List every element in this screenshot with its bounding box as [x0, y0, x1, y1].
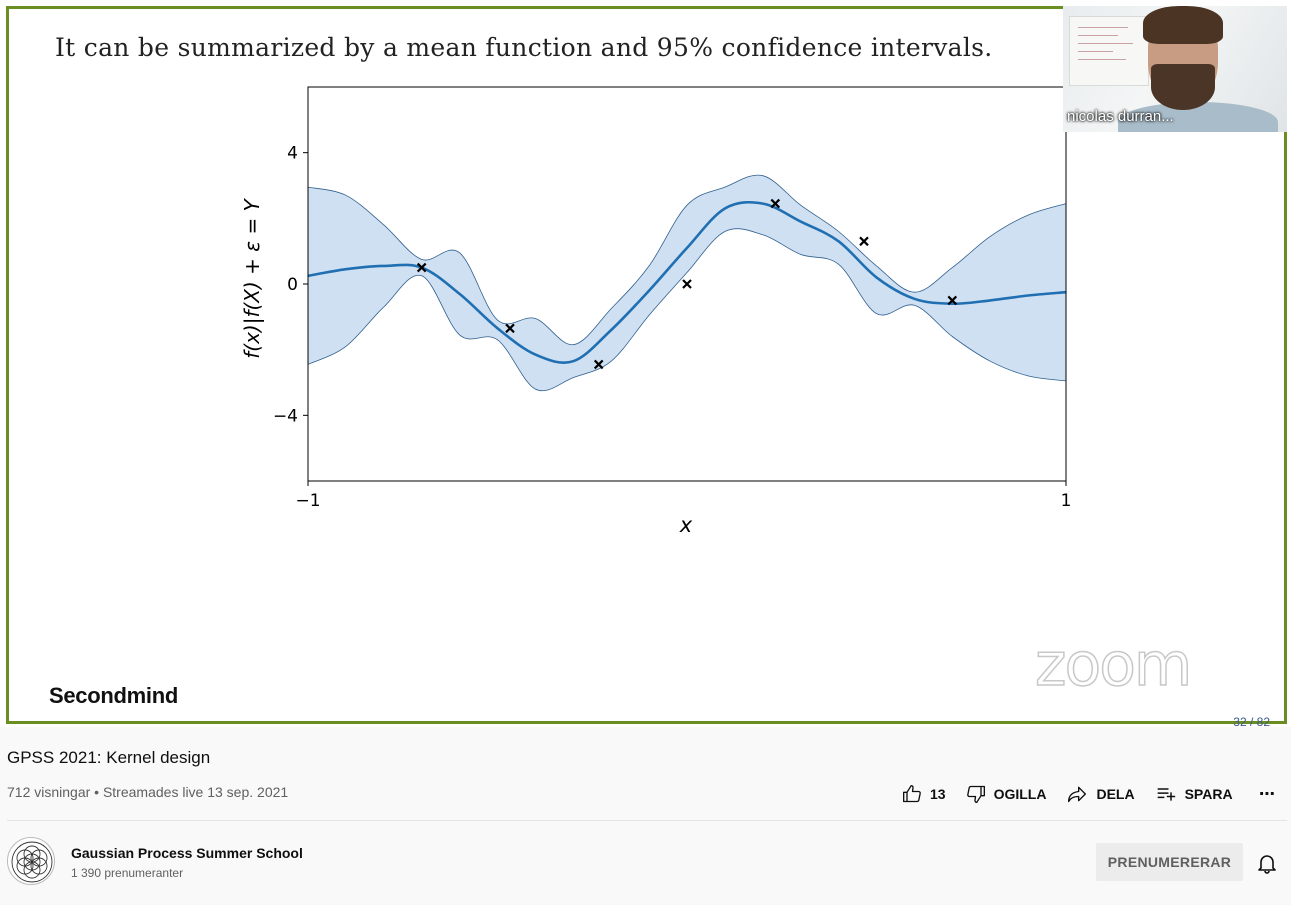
y-axis-label: f(x)|f(X) + ε = Y: [240, 197, 264, 358]
observation-point: [859, 236, 869, 247]
speaker-beard: [1151, 64, 1215, 110]
channel-avatar[interactable]: [7, 837, 55, 885]
dislike-button[interactable]: OGILLA: [966, 784, 1047, 804]
video-view-count-date: 712 visningar • Streamades live 13 sep. …: [7, 784, 289, 800]
section-divider: [7, 820, 1287, 821]
speaker-hair: [1143, 6, 1223, 44]
secondmind-logo: Secondmind: [49, 683, 179, 708]
participant-name: nicolas durran...: [1067, 108, 1174, 125]
y-tick-label: −4: [273, 406, 298, 426]
slide-page-counter: 32 / 82: [1233, 715, 1270, 729]
y-tick-label: 4: [287, 144, 298, 164]
save-button[interactable]: SPARA: [1155, 784, 1233, 804]
more-actions-button[interactable]: ⋯: [1259, 786, 1275, 803]
bell-icon: [1258, 855, 1276, 874]
zoom-watermark: zoom: [1034, 630, 1193, 700]
video-title: GPSS 2021: Kernel design: [7, 748, 211, 767]
slide-title: It can be summarized by a mean function …: [55, 33, 993, 62]
channel-name[interactable]: Gaussian Process Summer School: [71, 845, 303, 861]
observation-point: [770, 198, 781, 209]
observation-point: [682, 279, 692, 289]
like-count: 13: [930, 786, 946, 802]
thumbs-down-icon: [966, 785, 985, 803]
observation-point: [505, 323, 515, 334]
video-action-bar: 13 OGILLA DELA SPARA: [902, 781, 1253, 807]
gp-regression-chart: 4 0 −4 −1 1 x f(x)|f(X) + ε = Y: [240, 86, 1072, 537]
flower-of-life-logo-icon: [11, 841, 53, 883]
x-axis-label: x: [679, 513, 693, 537]
share-label: DELA: [1096, 786, 1135, 802]
confidence-band: [308, 175, 1066, 391]
channel-subscriber-count: 1 390 prenumeranter: [71, 866, 184, 880]
observation-point: [947, 295, 958, 306]
speaker-webcam-video: nicolas durran...: [1063, 6, 1287, 132]
subscribe-button[interactable]: PRENUMERERAR: [1096, 843, 1243, 881]
notification-bell-button[interactable]: [1255, 851, 1279, 875]
mean-function-line: [307, 200, 1067, 364]
lower-bound-line: [307, 228, 1067, 392]
observation-point: [593, 359, 604, 370]
dislike-label: OGILLA: [993, 786, 1047, 802]
upper-bound-line: [307, 174, 1067, 346]
observation-point: [416, 262, 427, 273]
save-label: SPARA: [1184, 786, 1233, 802]
y-tick-label: 0: [287, 275, 298, 295]
share-button[interactable]: DELA: [1066, 784, 1135, 804]
playlist-add-icon: [1157, 788, 1175, 801]
share-arrow-icon: [1068, 786, 1087, 803]
whiteboard-background: [1069, 16, 1149, 86]
x-tick-label: −1: [295, 491, 320, 511]
like-button[interactable]: 13: [902, 784, 946, 804]
video-player[interactable]: It can be summarized by a mean function …: [0, 0, 1291, 729]
x-tick-label: 1: [1061, 491, 1072, 511]
thumbs-up-icon: [903, 785, 921, 803]
